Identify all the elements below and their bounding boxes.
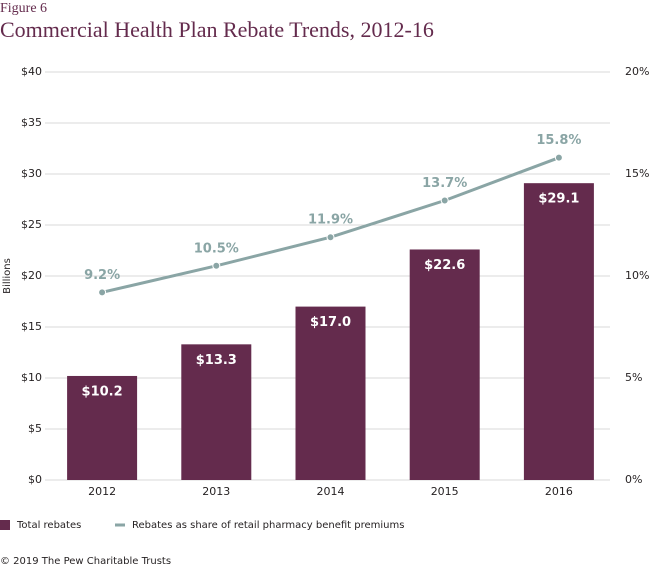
- chart-title: Commercial Health Plan Rebate Trends, 20…: [0, 17, 434, 42]
- y2-tick-label: 15%: [625, 167, 649, 180]
- bar-value-label: $22.6: [424, 258, 465, 273]
- bar: [181, 344, 252, 480]
- y-tick-label: $30: [21, 167, 42, 180]
- y-tick-label: $5: [28, 422, 42, 435]
- line-value-label: 11.9%: [308, 213, 353, 228]
- y-tick-label: $25: [21, 218, 42, 231]
- bar: [67, 375, 138, 480]
- bar: [409, 249, 480, 480]
- line-point: [326, 233, 335, 242]
- y2-tick-label: 10%: [625, 269, 649, 282]
- y-tick-label: $0: [28, 473, 42, 486]
- legend-swatch: [0, 520, 10, 530]
- bar: [295, 306, 366, 480]
- y2-tick-label: 20%: [625, 65, 649, 78]
- line-value-label: 15.8%: [536, 133, 581, 148]
- y-tick-label: $35: [21, 116, 42, 129]
- line-value-label: 10.5%: [194, 241, 239, 256]
- x-tick-label: 2016: [545, 485, 573, 498]
- y-axis-label: Billions: [2, 258, 13, 294]
- x-tick-label: 2014: [317, 485, 345, 498]
- line-point: [554, 153, 563, 162]
- bar-value-label: $10.2: [82, 384, 123, 399]
- x-tick-label: 2012: [88, 485, 116, 498]
- y2-tick-label: 5%: [625, 371, 642, 384]
- y-tick-label: $10: [21, 371, 42, 384]
- bar-value-label: $17.0: [310, 315, 351, 330]
- legend-label: Rebates as share of retail pharmacy bene…: [132, 520, 404, 531]
- footer: © 2019 The Pew Charitable Trusts: [0, 556, 171, 567]
- y-tick-label: $20: [21, 269, 42, 282]
- line-value-label: 13.7%: [422, 176, 467, 191]
- line-point: [212, 261, 221, 270]
- y-tick-label: $40: [21, 65, 42, 78]
- legend-label: Total rebates: [16, 520, 81, 531]
- y2-tick-label: 0%: [625, 473, 642, 486]
- line-point: [98, 288, 107, 297]
- x-tick-label: 2015: [431, 485, 459, 498]
- figure-label: Figure 6: [0, 1, 47, 16]
- bar-value-label: $29.1: [538, 192, 579, 207]
- x-tick-label: 2013: [202, 485, 230, 498]
- line-point: [440, 196, 449, 205]
- bar-value-label: $13.3: [196, 353, 237, 368]
- line-value-label: 9.2%: [84, 268, 120, 283]
- y-tick-label: $15: [21, 320, 42, 333]
- bar: [523, 183, 594, 480]
